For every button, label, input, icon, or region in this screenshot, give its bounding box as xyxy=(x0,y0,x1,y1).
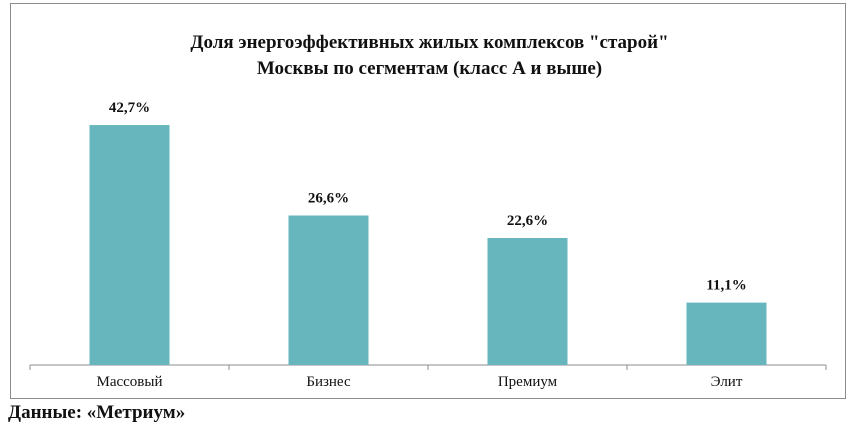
x-tick-label-2: Бизнес xyxy=(306,374,351,390)
data-label-1: 42,7% xyxy=(109,100,150,116)
bar-2 xyxy=(288,215,369,365)
chart-title-line-2: Москвы по сегментам (класс А и выше) xyxy=(256,58,603,79)
x-tick-label-4: Элит xyxy=(711,374,743,390)
x-tick-label-3: Премиум xyxy=(498,374,558,390)
data-label-4: 11,1% xyxy=(706,278,746,294)
data-label-3: 22,6% xyxy=(507,213,548,229)
chart-title: Доля энергоэффективных жилых комплексов … xyxy=(0,30,859,82)
bar-4 xyxy=(686,302,767,365)
bar-3 xyxy=(487,237,568,365)
source-note: Данные: «Метриум» xyxy=(8,402,186,423)
chart-title-line-1: Доля энергоэффективных жилых комплексов … xyxy=(190,32,669,53)
data-label-2: 26,6% xyxy=(308,191,349,207)
x-tick-label-1: Массовый xyxy=(97,374,163,390)
bar-1 xyxy=(89,125,170,365)
